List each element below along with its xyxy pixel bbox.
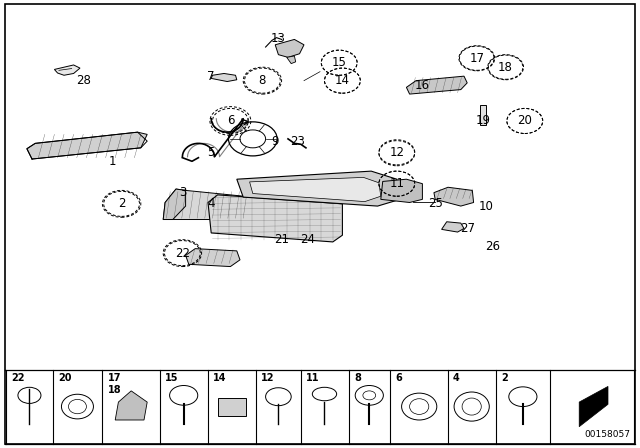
Text: 20: 20 [58, 373, 72, 383]
Text: 8: 8 [354, 373, 361, 383]
Text: 9: 9 [271, 134, 279, 148]
Text: 7: 7 [207, 69, 215, 83]
Polygon shape [163, 189, 186, 220]
Bar [480, 105, 486, 125]
Text: 18: 18 [498, 60, 513, 74]
Polygon shape [208, 195, 342, 242]
Polygon shape [27, 132, 147, 159]
Text: 8: 8 [259, 74, 266, 87]
Polygon shape [442, 222, 464, 232]
Text: 21: 21 [274, 233, 289, 246]
Text: 1: 1 [108, 155, 116, 168]
Text: 00158057: 00158057 [584, 430, 630, 439]
Text: 24: 24 [300, 233, 315, 246]
Polygon shape [54, 65, 80, 75]
Text: 28: 28 [76, 74, 91, 87]
Text: 5: 5 [207, 146, 215, 159]
Text: 19: 19 [476, 114, 491, 128]
Text: 15: 15 [332, 56, 347, 69]
Text: 3: 3 [179, 186, 186, 199]
Text: 6: 6 [227, 114, 234, 128]
Polygon shape [287, 56, 296, 64]
Polygon shape [115, 391, 147, 420]
Text: 22: 22 [12, 373, 25, 383]
Polygon shape [275, 39, 304, 57]
Text: 6: 6 [396, 373, 403, 383]
Text: 23: 23 [290, 134, 305, 148]
Polygon shape [211, 73, 237, 82]
Text: 15: 15 [165, 373, 179, 383]
Text: 11: 11 [389, 177, 404, 190]
Polygon shape [163, 189, 253, 220]
Polygon shape [579, 386, 608, 426]
Text: 26: 26 [485, 240, 500, 253]
Text: 10: 10 [479, 199, 494, 213]
Polygon shape [381, 179, 422, 202]
Text: 20: 20 [517, 114, 532, 128]
Text: 17: 17 [469, 52, 484, 65]
Text: 14: 14 [213, 373, 227, 383]
Text: 22: 22 [175, 246, 190, 260]
Text: 25: 25 [428, 197, 443, 211]
Text: 13: 13 [271, 31, 286, 45]
Text: 16: 16 [415, 78, 430, 92]
Text: 11: 11 [306, 373, 319, 383]
Bar [218, 398, 246, 416]
Polygon shape [250, 177, 381, 202]
Text: 4: 4 [207, 197, 215, 211]
Polygon shape [406, 76, 467, 94]
Text: 4: 4 [453, 373, 460, 383]
Text: 12: 12 [261, 373, 275, 383]
Text: 2: 2 [118, 197, 125, 211]
Text: 17
18: 17 18 [108, 373, 121, 395]
Text: 2: 2 [501, 373, 508, 383]
Polygon shape [186, 249, 240, 267]
Polygon shape [237, 171, 400, 206]
Text: 27: 27 [460, 222, 475, 235]
Text: 12: 12 [389, 146, 404, 159]
Text: 14: 14 [335, 74, 350, 87]
Polygon shape [434, 187, 474, 206]
